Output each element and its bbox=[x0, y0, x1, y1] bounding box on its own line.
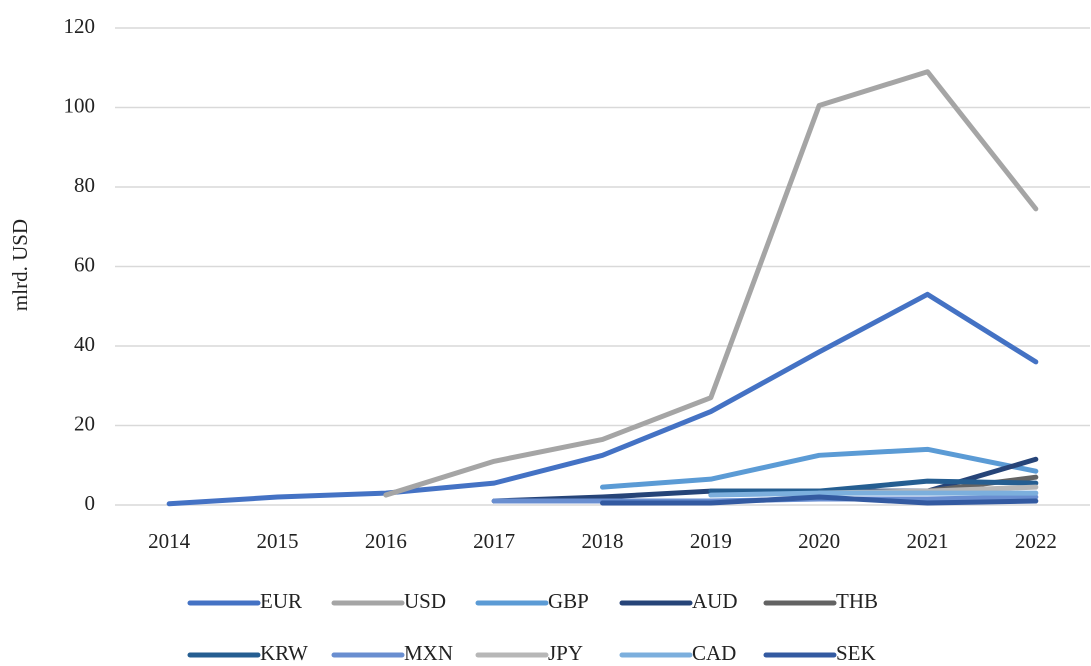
legend-label: JPY bbox=[548, 641, 583, 665]
legend-label: CAD bbox=[692, 641, 736, 665]
x-tick-label: 2020 bbox=[798, 529, 840, 553]
series-line bbox=[383, 69, 1039, 498]
legend-label: EUR bbox=[260, 589, 302, 613]
x-tick-label: 2016 bbox=[365, 529, 407, 553]
legend-label: KRW bbox=[260, 641, 308, 665]
y-tick-label: 100 bbox=[64, 93, 96, 117]
x-tick-label: 2018 bbox=[582, 529, 624, 553]
x-tick-label: 2021 bbox=[907, 529, 949, 553]
y-tick-label: 20 bbox=[74, 411, 95, 435]
y-tick-label: 120 bbox=[64, 14, 96, 38]
series-line bbox=[600, 446, 1039, 490]
y-tick-label: 0 bbox=[85, 491, 96, 515]
series-line bbox=[708, 490, 1039, 498]
legend-label: USD bbox=[404, 589, 446, 613]
series-line bbox=[600, 494, 1039, 506]
legend-label: SEK bbox=[836, 641, 876, 665]
legend-label: GBP bbox=[548, 589, 589, 613]
x-tick-label: 2014 bbox=[148, 529, 191, 553]
legend-label: THB bbox=[836, 589, 878, 613]
y-axis-label: mlrd. USD bbox=[8, 219, 32, 311]
legend-label: AUD bbox=[692, 589, 738, 613]
x-tick-label: 2015 bbox=[257, 529, 299, 553]
series-line bbox=[708, 478, 1039, 494]
legend-label: MXN bbox=[404, 641, 453, 665]
x-tick-label: 2019 bbox=[690, 529, 732, 553]
series-line bbox=[166, 291, 1039, 507]
x-tick-label: 2017 bbox=[473, 529, 515, 553]
y-tick-label: 60 bbox=[74, 252, 95, 276]
x-tick-label: 2022 bbox=[1015, 529, 1057, 553]
y-tick-label: 80 bbox=[74, 173, 95, 197]
y-tick-label: 40 bbox=[74, 332, 95, 356]
